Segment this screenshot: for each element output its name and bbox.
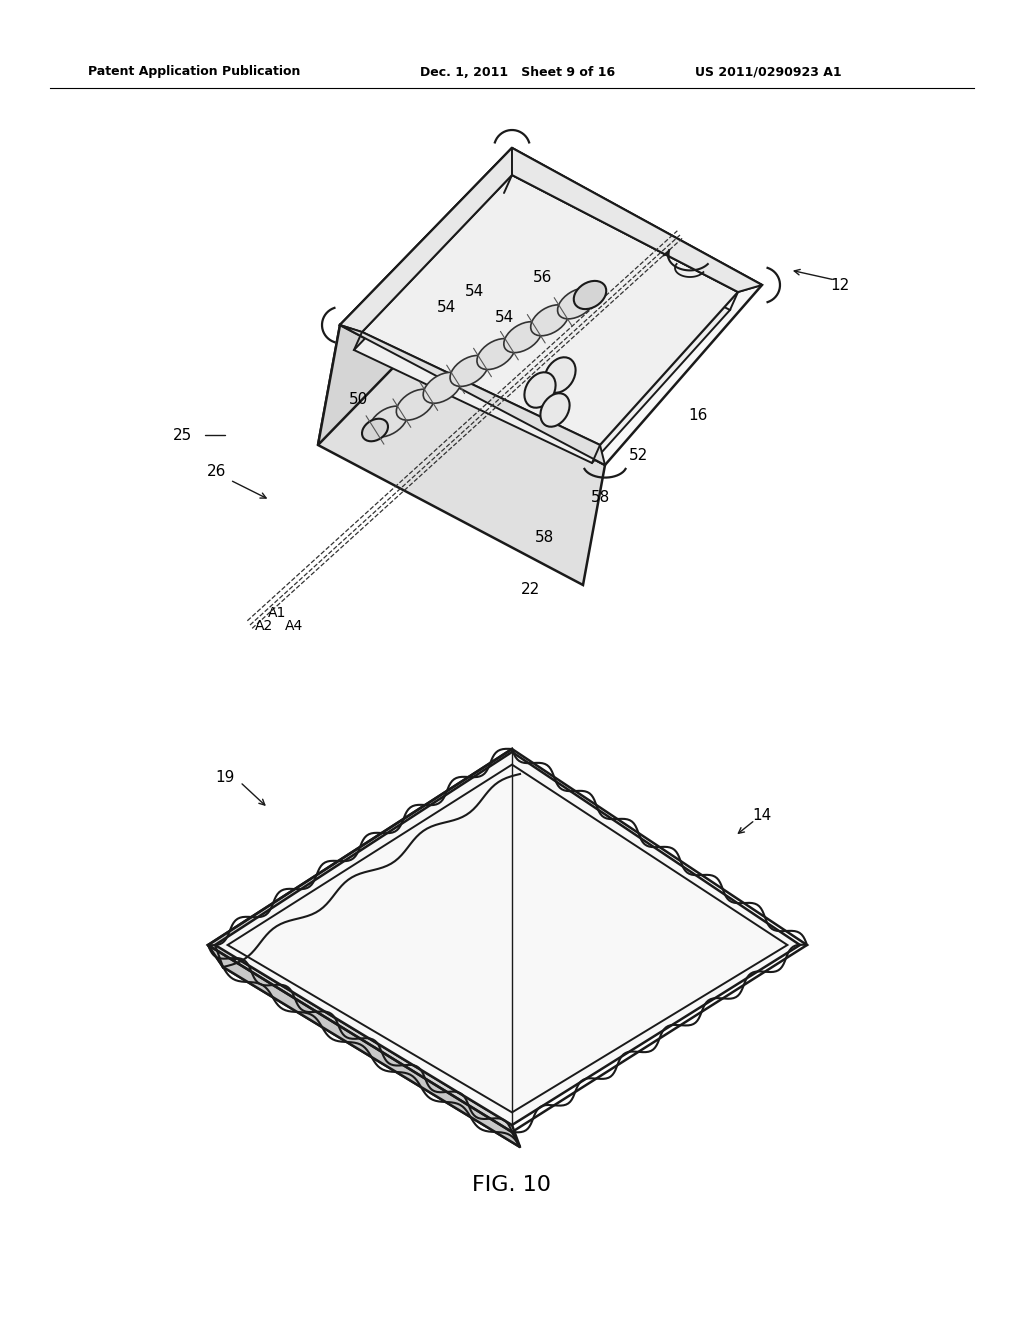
Text: 25: 25: [173, 428, 193, 442]
Ellipse shape: [504, 322, 542, 352]
Polygon shape: [318, 148, 512, 445]
Polygon shape: [512, 148, 762, 292]
Polygon shape: [340, 325, 605, 465]
Ellipse shape: [541, 393, 569, 426]
Ellipse shape: [573, 281, 606, 309]
Text: 12: 12: [830, 277, 850, 293]
Text: 14: 14: [753, 808, 772, 822]
Ellipse shape: [396, 389, 434, 420]
Text: A1: A1: [268, 606, 287, 620]
Text: A4: A4: [285, 619, 303, 634]
Ellipse shape: [557, 288, 596, 319]
Polygon shape: [318, 325, 605, 585]
Text: 26: 26: [207, 465, 226, 479]
Polygon shape: [208, 748, 520, 968]
Polygon shape: [362, 176, 738, 445]
Ellipse shape: [545, 358, 575, 393]
Text: 54: 54: [437, 301, 457, 315]
Text: 50: 50: [348, 392, 368, 408]
Text: 58: 58: [536, 531, 555, 545]
Ellipse shape: [423, 372, 461, 403]
Text: 54: 54: [465, 285, 484, 300]
Ellipse shape: [477, 339, 515, 370]
Ellipse shape: [524, 372, 556, 408]
Text: 52: 52: [629, 447, 647, 462]
Polygon shape: [512, 148, 762, 292]
Ellipse shape: [370, 407, 408, 437]
Ellipse shape: [530, 305, 568, 335]
Polygon shape: [215, 752, 800, 1125]
Polygon shape: [340, 148, 512, 333]
Polygon shape: [340, 148, 762, 465]
Text: 22: 22: [520, 582, 540, 598]
Polygon shape: [215, 752, 520, 968]
Polygon shape: [215, 945, 520, 1147]
Text: 16: 16: [688, 408, 708, 422]
Polygon shape: [354, 193, 730, 463]
Text: 54: 54: [496, 310, 515, 326]
Polygon shape: [208, 945, 520, 1147]
Text: 56: 56: [534, 271, 553, 285]
Text: US 2011/0290923 A1: US 2011/0290923 A1: [695, 66, 842, 78]
Text: FIG. 10: FIG. 10: [472, 1175, 552, 1195]
Text: 19: 19: [215, 771, 234, 785]
Text: 58: 58: [591, 491, 609, 506]
Text: A2: A2: [255, 619, 273, 634]
Ellipse shape: [362, 418, 388, 441]
Text: Dec. 1, 2011   Sheet 9 of 16: Dec. 1, 2011 Sheet 9 of 16: [420, 66, 615, 78]
Ellipse shape: [451, 355, 488, 387]
Text: Patent Application Publication: Patent Application Publication: [88, 66, 300, 78]
